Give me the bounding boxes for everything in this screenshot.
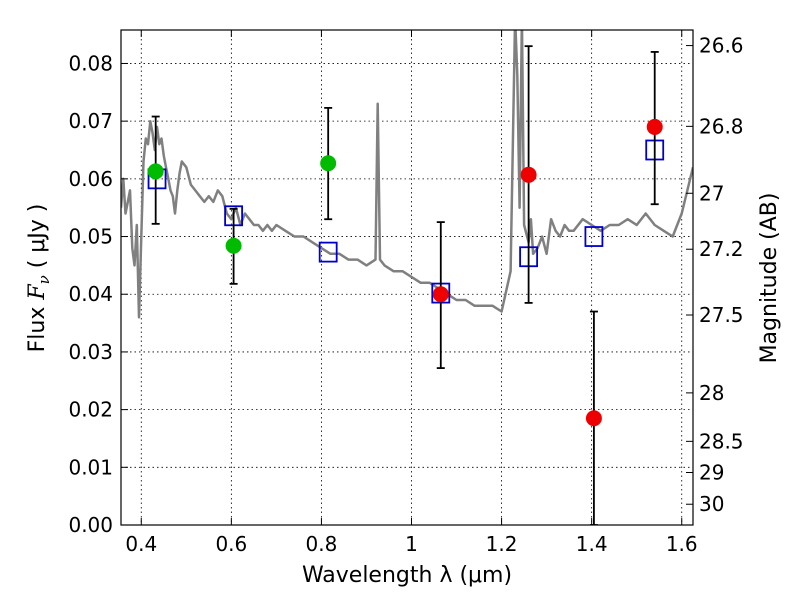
observed-flux-point xyxy=(646,118,663,135)
model-spectrum-line xyxy=(121,30,693,319)
y-tick-label: 0.00 xyxy=(68,513,113,537)
ticks: 0.4 0.6 0.8 1 1.2 1.4 1.6 0.00 0.01 0.02 0.03 0.04 0… xyxy=(68,30,744,556)
y2-tick-label: 27.2 xyxy=(699,237,744,261)
x-tick-label: 1.4 xyxy=(576,532,608,556)
observed-flux-point xyxy=(147,163,164,180)
y2-tick-label: 29 xyxy=(699,461,724,485)
y-tick-label: 0.03 xyxy=(68,340,113,364)
y2-tick-label: 27.5 xyxy=(699,303,744,327)
x-tick-label: 1 xyxy=(405,532,418,556)
y2-tick-label: 26.6 xyxy=(699,34,744,58)
plot-background xyxy=(121,30,693,525)
y-tick-label: 0.04 xyxy=(68,282,113,306)
observed-flux-point xyxy=(320,155,337,172)
y2-tick-label: 28.5 xyxy=(699,429,744,453)
y2-tick-label: 27 xyxy=(699,181,724,205)
y-tick-label: 0.07 xyxy=(68,109,113,133)
x-tick-label: 0.6 xyxy=(215,532,247,556)
x-tick-label: 1.2 xyxy=(486,532,518,556)
y2-axis-label: Magnitude (AB) xyxy=(757,193,782,364)
x-tick-label: 0.8 xyxy=(306,532,338,556)
observed-flux-point xyxy=(432,286,449,303)
y-axis-label-unit: ( μJy ) xyxy=(25,204,50,276)
observed-flux-point xyxy=(585,410,602,427)
plot-frame xyxy=(120,29,694,526)
y-axis-label-prefix: Flux xyxy=(25,300,50,353)
y2-tick-label: 28 xyxy=(699,381,724,405)
y2-tick-label: 30 xyxy=(699,492,724,516)
y-axis-label-sub: ν xyxy=(35,275,53,284)
y2-tick-label: 26.8 xyxy=(699,114,744,138)
y-tick-label: 0.06 xyxy=(68,167,113,191)
y-tick-label: 0.08 xyxy=(68,51,113,75)
x-tick-label: 1.6 xyxy=(666,532,698,556)
x-tick-label: 0.4 xyxy=(125,532,157,556)
observed-flux-point xyxy=(225,237,242,254)
y-tick-label: 0.05 xyxy=(68,225,113,249)
y-axis-label: Flux Fν ( μJy ) xyxy=(25,204,53,353)
observed-flux-point xyxy=(520,166,537,183)
data-layer xyxy=(121,30,693,525)
model-flux-square xyxy=(584,226,604,247)
x-axis-label: Wavelength λ (μm) xyxy=(302,563,512,588)
y-tick-label: 0.01 xyxy=(68,455,113,479)
y-axis-label-var: F xyxy=(25,284,50,301)
model-flux-square xyxy=(318,241,338,263)
grid xyxy=(121,30,693,526)
y-tick-label: 0.02 xyxy=(68,398,113,422)
